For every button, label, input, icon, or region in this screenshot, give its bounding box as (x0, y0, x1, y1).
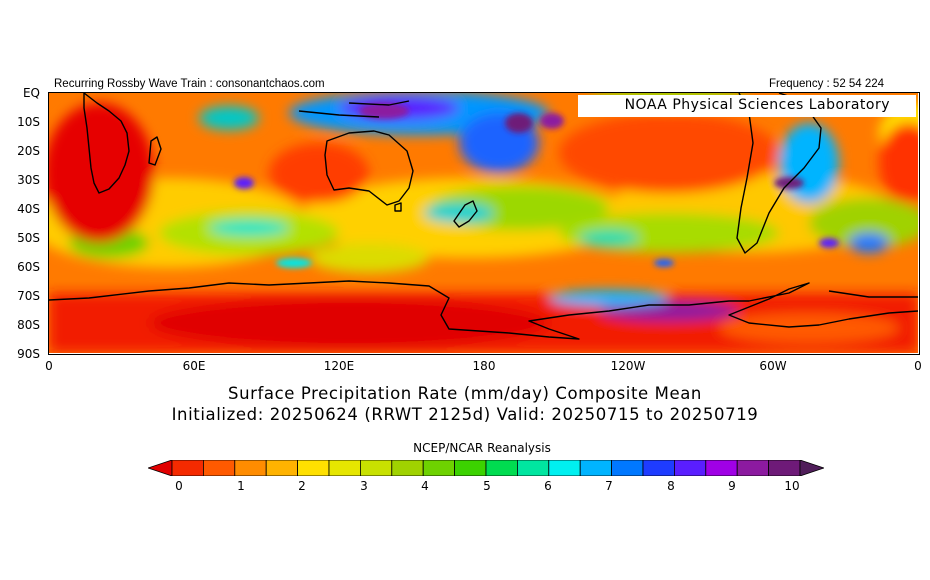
indonesia-coastline (298, 100, 410, 118)
colorbar-label: 6 (544, 479, 552, 493)
colorbar-swatch (705, 460, 738, 476)
colorbar-swatch (611, 460, 644, 476)
x-tick-label: 120E (323, 359, 355, 373)
colorbar-label: 1 (237, 479, 245, 493)
tasmania-coastline (394, 202, 402, 212)
y-tick-label: 70S (17, 289, 40, 303)
colorbar-swatch (485, 460, 518, 476)
y-tick-label: 40S (17, 202, 40, 216)
antarctica-east-coastline (828, 290, 918, 298)
colorbar-swatch (579, 460, 613, 476)
y-tick-label: 10S (17, 115, 40, 129)
precipitation-map (49, 93, 918, 353)
colorbar-swatch (391, 460, 424, 476)
colorbar-swatch (203, 460, 236, 476)
header-right: Frequency : 52 54 224 (769, 78, 885, 90)
colorbar-swatch (548, 460, 581, 476)
colorbar-swatch (768, 460, 801, 476)
africa-coastline (83, 93, 130, 194)
colorbar-swatch (736, 460, 770, 476)
colorbar-label: 8 (667, 479, 675, 493)
x-tick-label: 180 (472, 359, 496, 373)
x-tick-label: 60E (182, 359, 206, 373)
colorbar-label: 7 (605, 479, 613, 493)
madagascar-coastline (148, 136, 162, 166)
antarctica-coastline (49, 280, 918, 340)
colorbar-swatch (516, 460, 550, 476)
y-tick-label: 80S (17, 318, 40, 332)
noaa-badge: NOAA Physical Sciences Laboratory (624, 97, 890, 113)
coastlines (49, 93, 918, 340)
australia-coastline (324, 130, 414, 206)
new-zealand-coastline (453, 200, 478, 228)
colorbar-label: 9 (728, 479, 736, 493)
x-tick-label: 0 (45, 359, 53, 373)
title-line-1: Surface Precipitation Rate (mm/day) Comp… (228, 384, 702, 403)
colorbar-swatch (297, 460, 330, 476)
colorbar-swatch (171, 460, 204, 476)
colorbar-swatch (422, 460, 456, 476)
header-left: Recurring Rossby Wave Train : consonantc… (54, 78, 325, 90)
colorbar-swatch (642, 460, 675, 476)
title-line-2: Initialized: 20250624 (RRWT 2125d) Valid… (171, 405, 759, 424)
x-tick-label: 0 (914, 359, 922, 373)
colorbar-swatch (359, 460, 393, 476)
y-tick-label: 20S (17, 144, 40, 158)
colorbar-label: 10 (784, 479, 800, 493)
colorbar-label: 2 (298, 479, 306, 493)
y-tick-label: 30S (17, 173, 40, 187)
colorbar-swatch (148, 460, 173, 476)
noaa-badge-bg (578, 95, 916, 117)
colorbar-label: 4 (421, 479, 429, 493)
colorbar-label: 0 (175, 479, 183, 493)
colorbar-swatch (799, 460, 824, 476)
y-tick-label: EQ (22, 86, 40, 100)
colorbar-swatch (328, 460, 361, 476)
colorbar-label: 5 (483, 479, 491, 493)
y-tick-label: 60S (17, 260, 40, 274)
south-america-coastline (736, 93, 822, 254)
reanalysis-label: NCEP/NCAR Reanalysis (413, 441, 551, 455)
precip-field (49, 93, 918, 353)
colorbar-label: 3 (360, 479, 368, 493)
colorbar-swatch (454, 460, 487, 476)
y-tick-label: 90S (17, 347, 40, 361)
colorbar (148, 460, 824, 476)
colorbar-swatch (234, 460, 267, 476)
colorbar-swatch (674, 460, 707, 476)
y-tick-label: 50S (17, 231, 40, 245)
colorbar-swatch (265, 460, 298, 476)
x-tick-label: 120W (610, 359, 646, 373)
plot-frame (48, 92, 920, 355)
x-tick-label: 60W (759, 359, 787, 373)
